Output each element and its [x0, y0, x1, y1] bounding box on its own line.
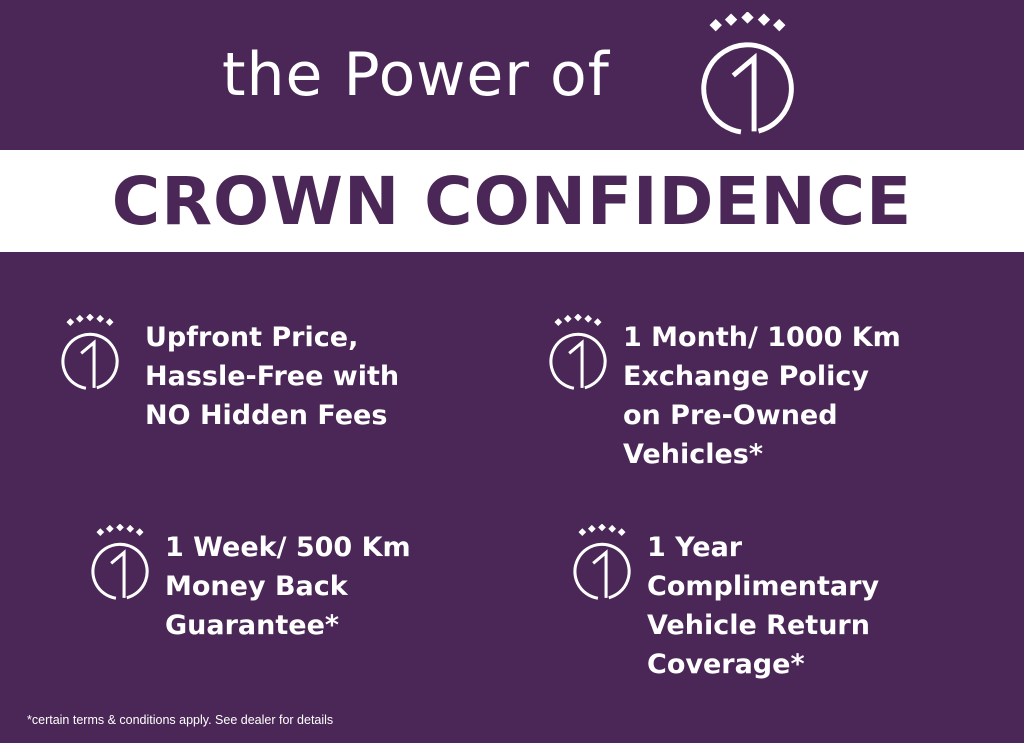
feature-line: Vehicle Return: [647, 610, 870, 641]
feature-line: Complimentary: [647, 571, 880, 602]
feature-money-back: 1 Week/ 500 Km Money Back Guarantee*: [85, 524, 411, 645]
feature-upfront-price: Upfront Price, Hassle-Free with NO Hidde…: [55, 314, 400, 435]
feature-line: Money Back: [165, 571, 348, 602]
banner-title: CROWN CONFIDENCE: [111, 162, 913, 240]
feature-return-coverage: 1 Year Complimentary Vehicle Return Cove…: [567, 524, 880, 684]
crown-one-icon: [573, 524, 631, 600]
crown-one-icon: [91, 524, 149, 600]
feature-line: on Pre-Owned: [623, 400, 838, 431]
feature-line: Hassle-Free with: [145, 361, 400, 392]
feature-line: 1 Month/ 1000 Km: [623, 322, 901, 353]
feature-line: Upfront Price,: [145, 322, 359, 353]
feature-exchange-policy: 1 Month/ 1000 Km Exchange Policy on Pre-…: [543, 314, 901, 474]
crown-one-icon: [549, 314, 607, 390]
banner: CROWN CONFIDENCE: [0, 150, 1024, 252]
crown-one-logo-icon: [690, 12, 805, 138]
feature-line: Exchange Policy: [623, 361, 870, 392]
feature-line: 1 Week/ 500 Km: [165, 532, 411, 563]
footer-disclaimer: *certain terms & conditions apply. See d…: [27, 713, 334, 727]
header-title: the Power of: [222, 40, 610, 110]
feature-line: Coverage*: [647, 649, 805, 680]
feature-line: Guarantee*: [165, 610, 340, 641]
feature-line: 1 Year: [647, 532, 743, 563]
feature-line: NO Hidden Fees: [145, 400, 388, 431]
feature-line: Vehicles*: [623, 439, 763, 470]
crown-one-icon: [61, 314, 119, 390]
